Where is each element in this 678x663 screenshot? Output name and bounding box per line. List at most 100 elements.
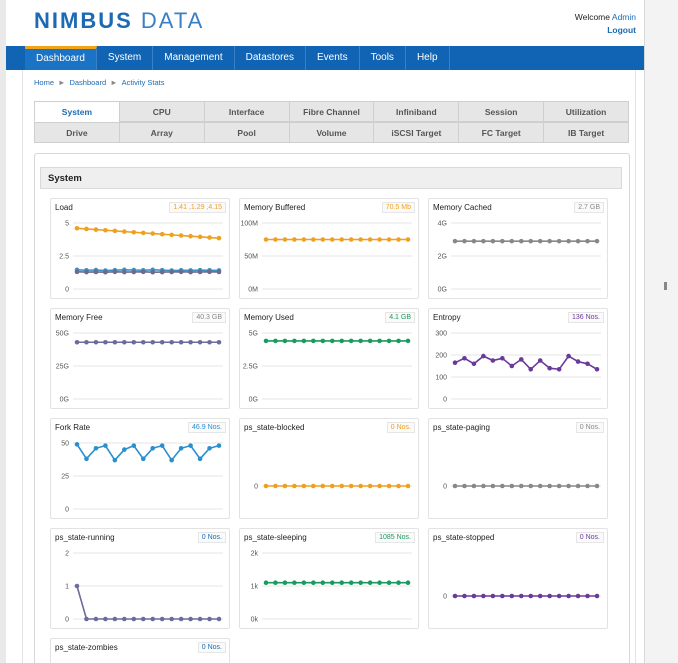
data-point[interactable] [339, 237, 345, 242]
data-point[interactable] [518, 593, 524, 599]
data-point[interactable] [556, 238, 562, 244]
nav-item-tools[interactable]: Tools [360, 46, 406, 70]
data-point[interactable] [462, 483, 467, 489]
data-point[interactable] [386, 237, 392, 242]
data-point[interactable] [263, 237, 269, 242]
data-point[interactable] [207, 616, 212, 622]
data-point[interactable] [122, 229, 127, 234]
data-point[interactable] [481, 353, 486, 359]
data-point[interactable] [169, 269, 174, 275]
data-point[interactable] [197, 339, 203, 345]
data-point[interactable] [311, 483, 316, 489]
data-point[interactable] [566, 483, 571, 489]
data-point[interactable] [93, 445, 99, 451]
data-point[interactable] [197, 616, 203, 622]
data-point[interactable] [282, 338, 288, 344]
data-point[interactable] [452, 360, 458, 365]
data-point[interactable] [169, 232, 174, 238]
data-point[interactable] [207, 235, 212, 240]
data-point[interactable] [140, 339, 146, 345]
data-point[interactable] [263, 580, 269, 585]
data-point[interactable] [585, 361, 590, 367]
data-point[interactable] [377, 580, 382, 585]
data-point[interactable] [481, 483, 486, 489]
data-point[interactable] [575, 359, 581, 364]
data-point[interactable] [103, 227, 108, 233]
tab-infiniband[interactable]: Infiniband [373, 101, 460, 122]
data-point[interactable] [216, 443, 222, 448]
data-point[interactable] [131, 616, 137, 622]
data-point[interactable] [528, 238, 534, 244]
data-point[interactable] [273, 338, 278, 344]
data-point[interactable] [178, 339, 184, 345]
data-point[interactable] [594, 593, 600, 599]
data-point[interactable] [301, 580, 307, 585]
data-point[interactable] [292, 237, 297, 242]
tab-interface[interactable]: Interface [203, 101, 290, 122]
data-point[interactable] [537, 593, 543, 599]
data-point[interactable] [320, 237, 326, 242]
data-point[interactable] [329, 338, 335, 344]
data-point[interactable] [500, 356, 505, 361]
data-point[interactable] [471, 593, 477, 599]
data-point[interactable] [452, 238, 458, 244]
tab-drive[interactable]: Drive [34, 122, 120, 143]
data-point[interactable] [594, 367, 600, 372]
nav-item-system[interactable]: System [97, 46, 154, 70]
data-point[interactable] [84, 226, 89, 232]
data-point[interactable] [122, 447, 127, 452]
data-point[interactable] [197, 456, 203, 462]
data-point[interactable] [452, 593, 458, 599]
data-point[interactable] [509, 238, 515, 244]
data-point[interactable] [348, 580, 354, 585]
data-point[interactable] [405, 580, 411, 585]
data-point[interactable] [112, 228, 118, 234]
nimbus-data-logo[interactable]: NIMBUS DATA [34, 8, 204, 34]
data-point[interactable] [273, 483, 278, 489]
data-point[interactable] [178, 616, 184, 622]
data-point[interactable] [169, 616, 174, 622]
data-point[interactable] [263, 483, 269, 489]
data-point[interactable] [178, 445, 184, 451]
data-point[interactable] [188, 616, 193, 622]
data-point[interactable] [178, 269, 184, 275]
breadcrumb-dashboard[interactable]: Dashboard [69, 78, 107, 87]
data-point[interactable] [188, 269, 193, 275]
data-point[interactable] [131, 229, 137, 235]
data-point[interactable] [159, 231, 165, 237]
data-point[interactable] [207, 339, 212, 345]
data-point[interactable] [282, 580, 288, 585]
data-point[interactable] [471, 238, 477, 244]
data-point[interactable] [348, 338, 354, 344]
data-point[interactable] [339, 580, 345, 585]
data-point[interactable] [405, 338, 411, 344]
data-point[interactable] [490, 483, 496, 489]
data-point[interactable] [547, 483, 552, 489]
data-point[interactable] [575, 238, 581, 244]
data-point[interactable] [122, 339, 127, 345]
data-point[interactable] [537, 483, 543, 489]
data-point[interactable] [386, 483, 392, 489]
data-point[interactable] [282, 483, 288, 489]
data-point[interactable] [216, 616, 222, 622]
data-point[interactable] [490, 593, 496, 599]
data-point[interactable] [566, 238, 571, 244]
data-point[interactable] [112, 269, 118, 275]
data-point[interactable] [537, 358, 543, 363]
scrollbar-thumb[interactable] [664, 282, 667, 290]
data-point[interactable] [207, 445, 212, 451]
data-point[interactable] [103, 339, 108, 345]
data-point[interactable] [396, 483, 401, 489]
data-point[interactable] [462, 356, 467, 361]
data-point[interactable] [207, 269, 212, 275]
data-point[interactable] [93, 339, 99, 345]
data-point[interactable] [566, 593, 571, 599]
data-point[interactable] [74, 225, 80, 231]
data-point[interactable] [112, 457, 118, 463]
data-point[interactable] [292, 338, 297, 344]
nav-item-dashboard[interactable]: Dashboard [25, 46, 97, 70]
tab-session[interactable]: Session [458, 101, 545, 122]
data-point[interactable] [575, 593, 581, 599]
data-point[interactable] [556, 593, 562, 599]
data-point[interactable] [169, 457, 174, 463]
